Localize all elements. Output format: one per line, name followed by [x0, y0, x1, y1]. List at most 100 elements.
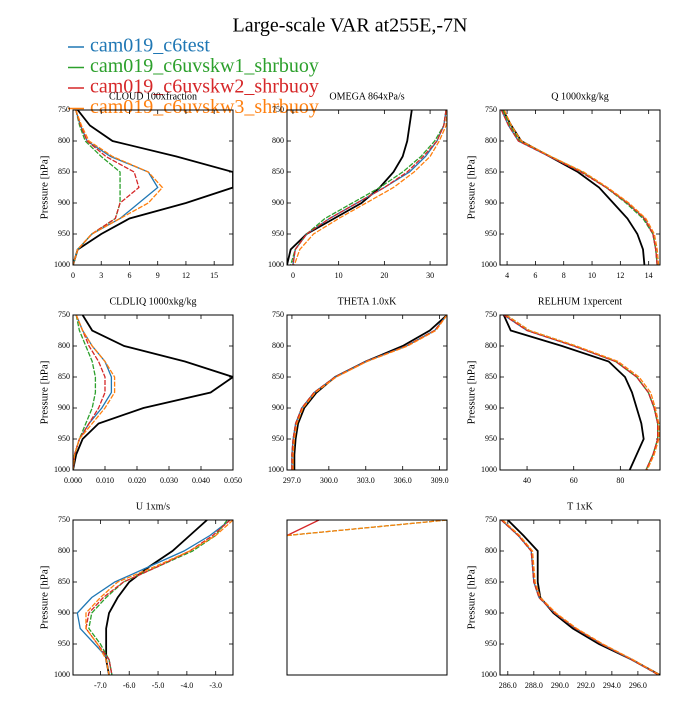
plot-frame	[286, 519, 448, 676]
y-tick-label: 1000	[268, 260, 284, 269]
y-tick-label: 900	[485, 403, 497, 412]
legend-label: cam019_c6uvskw1_shrbuoy	[90, 55, 319, 77]
profile-line	[73, 315, 106, 470]
x-tick-label: 12	[182, 271, 190, 280]
profile-line	[502, 110, 646, 265]
x-tick-label: 9	[156, 271, 160, 280]
x-tick-label: 288.0	[525, 681, 543, 690]
y-tick-label: 950	[485, 434, 497, 443]
x-tick-label: 0.020	[128, 476, 146, 485]
profile-line	[73, 110, 233, 265]
x-tick-label: 309.0	[431, 476, 449, 485]
x-tick-label: 4	[505, 271, 509, 280]
y-tick-label: 1000	[481, 465, 497, 474]
y-axis-label: Pressure [hPa]	[39, 361, 51, 425]
y-tick-label: 850	[58, 167, 70, 176]
profile-line	[287, 520, 447, 537]
plot-frame	[72, 314, 234, 471]
profile-line	[76, 520, 231, 675]
y-tick-label: 950	[272, 434, 284, 443]
x-tick-label: 14	[645, 271, 653, 280]
profile-line	[500, 110, 658, 265]
plot-frame	[499, 314, 661, 471]
profile-line	[73, 315, 116, 470]
plot-frame	[286, 109, 448, 266]
profile-line	[88, 520, 228, 675]
profile-line	[291, 315, 447, 470]
y-tick-label: 750	[485, 105, 497, 114]
y-axis-label: Pressure [hPa]	[39, 156, 51, 220]
profile-line	[291, 315, 447, 470]
x-tick-label: 296.0	[629, 681, 647, 690]
y-tick-label: 950	[58, 639, 70, 648]
y-axis-label: Pressure [hPa]	[466, 361, 478, 425]
profile-line	[85, 520, 233, 675]
y-tick-label: 900	[58, 198, 70, 207]
y-axis-label: Pressure [hPa]	[466, 566, 478, 630]
x-tick-label: 0	[291, 271, 295, 280]
panel-title: CLDLIQ 1000xkg/kg	[110, 296, 197, 307]
x-tick-label: 8	[562, 271, 566, 280]
y-tick-label: 850	[272, 167, 284, 176]
y-tick-label: 950	[58, 229, 70, 238]
x-tick-label: -7.0	[94, 681, 107, 690]
x-tick-label: 10	[335, 271, 343, 280]
profile-line	[503, 315, 659, 470]
profile-line	[502, 110, 658, 265]
x-tick-label: 0.030	[160, 476, 178, 485]
profile-line	[73, 110, 159, 265]
y-tick-label: 1000	[54, 465, 70, 474]
y-tick-label: 850	[272, 372, 284, 381]
y-tick-label: 800	[272, 341, 284, 350]
legend-label: cam019_c6test	[90, 35, 210, 57]
y-tick-label: 850	[58, 577, 70, 586]
x-tick-label: 300.0	[320, 476, 338, 485]
profile-line	[292, 315, 447, 470]
x-tick-label: -6.0	[123, 681, 136, 690]
profile-line	[73, 110, 164, 265]
x-tick-label: 80	[616, 476, 624, 485]
y-tick-label: 900	[272, 198, 284, 207]
profile-line	[505, 315, 659, 470]
x-tick-label: 60	[570, 476, 578, 485]
y-tick-label: 750	[272, 310, 284, 319]
y-tick-label: 850	[485, 577, 497, 586]
legend-label: cam019_c6uvskw2_shrbuoy	[90, 76, 319, 98]
x-tick-label: 303.0	[357, 476, 375, 485]
y-tick-label: 850	[485, 372, 497, 381]
y-tick-label: 1000	[481, 670, 497, 679]
plot-frame	[499, 519, 661, 676]
x-tick-label: 15	[210, 271, 218, 280]
y-tick-label: 900	[58, 403, 70, 412]
y-tick-label: 850	[485, 167, 497, 176]
x-tick-label: 40	[523, 476, 531, 485]
panel-title: THETA 1.0xK	[338, 296, 397, 307]
y-tick-label: 800	[58, 546, 70, 555]
plot-frame	[72, 109, 234, 266]
x-tick-label: 6	[533, 271, 537, 280]
x-tick-label: 294.0	[603, 681, 621, 690]
x-tick-label: 20	[380, 271, 388, 280]
profile-line	[73, 110, 121, 265]
y-tick-label: 750	[58, 310, 70, 319]
y-tick-label: 800	[58, 341, 70, 350]
profile-line	[73, 110, 140, 265]
x-tick-label: -5.0	[152, 681, 165, 690]
profile-line	[290, 110, 447, 265]
y-axis-label: Pressure [hPa]	[39, 566, 51, 630]
x-tick-label: 0.000	[64, 476, 82, 485]
x-tick-label: 10	[588, 271, 596, 280]
y-tick-label: 950	[272, 229, 284, 238]
y-tick-label: 800	[58, 136, 70, 145]
x-tick-label: 290.0	[551, 681, 569, 690]
panel-title: RELHUM 1xpercent	[538, 296, 622, 307]
panel-title: U 1xm/s	[136, 501, 170, 512]
x-tick-label: -3.0	[209, 681, 222, 690]
profile-line	[503, 315, 659, 470]
y-tick-label: 800	[485, 546, 497, 555]
y-tick-label: 800	[485, 341, 497, 350]
panel-title: T 1xK	[567, 501, 593, 512]
profile-line	[502, 315, 645, 470]
x-tick-label: 0.010	[96, 476, 114, 485]
